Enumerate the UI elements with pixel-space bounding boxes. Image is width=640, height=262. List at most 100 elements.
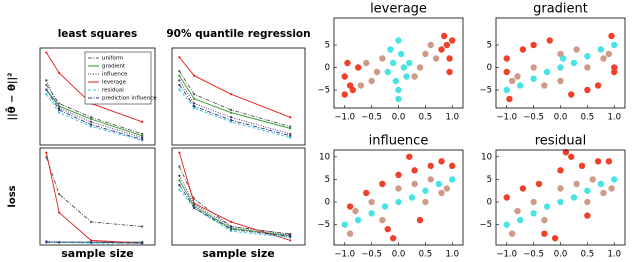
chart-title: 90% quantile regression: [166, 28, 310, 40]
data-point: [58, 108, 61, 111]
data-point: [193, 74, 196, 77]
x-tick-label: 0.5: [581, 250, 595, 260]
data-point: [90, 220, 93, 224]
data-point: [230, 108, 233, 111]
legend-label: gradient: [102, 64, 126, 70]
x-tick-label: 1.0: [607, 113, 621, 123]
scatter-point: [600, 55, 607, 62]
scatter-point: [530, 64, 537, 71]
scatter-point: [600, 189, 607, 197]
data-point: [45, 83, 48, 87]
x-tick-label: 0.5: [419, 113, 433, 123]
data-point: [58, 193, 61, 196]
scatter-point: [568, 153, 575, 160]
y-tick-label: 5: [325, 41, 330, 51]
data-point: [90, 116, 93, 119]
plot-frame: [39, 147, 156, 246]
scatter-point: [352, 207, 359, 215]
x-tick-label: 0.5: [581, 113, 595, 123]
scatter-point: [605, 50, 613, 58]
data-point: [45, 79, 48, 82]
scatter-point: [432, 55, 440, 62]
chart-title: residual: [535, 134, 587, 149]
scatter-point: [341, 73, 348, 80]
data-point: [90, 239, 93, 242]
x-tick-label: −1.0: [334, 250, 355, 260]
data-point: [90, 241, 93, 244]
scatter-point: [541, 230, 548, 237]
scatter-point: [546, 37, 553, 44]
series-line: [179, 56, 291, 118]
data-point: [141, 138, 144, 141]
scatter-point: [400, 64, 408, 71]
scatter-point: [551, 235, 559, 242]
x-tick-label: −1.0: [496, 113, 517, 123]
scatter-point: [446, 55, 453, 62]
scatter-point: [530, 198, 537, 206]
scatter-point: [411, 167, 418, 174]
data-point: [178, 69, 181, 73]
scatter-point: [416, 64, 424, 71]
plot-frame: [496, 150, 625, 245]
chart-title: leverage: [370, 2, 427, 17]
scatter-point: [503, 86, 510, 94]
scatter-point: [449, 37, 456, 44]
data-point: [193, 197, 196, 200]
scatter-point: [594, 158, 602, 165]
series-line: [179, 189, 291, 239]
data-point: [58, 241, 61, 244]
scatter-point: [557, 198, 564, 206]
scatter-point: [530, 210, 537, 217]
scatter-point: [519, 46, 527, 53]
data-point: [289, 132, 292, 136]
data-point: [178, 179, 181, 182]
scatter-point: [397, 50, 405, 58]
series-line: [45, 152, 143, 244]
scatter-point: [449, 176, 456, 183]
data-point: [45, 88, 48, 91]
x-tick-label: 1.0: [445, 113, 459, 123]
data-point: [289, 127, 292, 130]
legend-label: prediction influence: [102, 96, 157, 102]
series-line: [46, 52, 143, 123]
scatter-point: [516, 82, 524, 89]
scatter-point: [597, 46, 605, 53]
data-point: [141, 242, 144, 245]
y-tick-label: 5: [487, 175, 492, 185]
scatter-point: [608, 32, 615, 40]
scatter-point: [584, 198, 591, 206]
y-tick-label: 0: [325, 63, 330, 73]
data-point: [45, 241, 48, 244]
y-axis-label: loss: [7, 185, 18, 207]
scatter-point: [422, 50, 429, 58]
series-line: [179, 70, 291, 127]
scatter-point: [508, 77, 516, 85]
y-tick-label: 10: [481, 152, 492, 162]
scatter-point: [519, 185, 527, 192]
data-point: [289, 233, 292, 236]
scatter-point: [568, 91, 575, 98]
y-tick-label: −5: [479, 86, 492, 96]
series-line: [178, 152, 291, 241]
data-point: [58, 111, 61, 114]
series-line: [46, 89, 143, 137]
series-line: [179, 89, 291, 139]
scatter-point: [408, 194, 416, 201]
scatter-point: [384, 225, 391, 233]
data-point: [45, 51, 48, 54]
data-point: [178, 79, 181, 82]
data-point: [230, 228, 233, 231]
data-point: [230, 93, 233, 96]
scatter-point: [541, 82, 548, 89]
scatter-point: [363, 59, 370, 67]
scatter-point: [373, 68, 381, 76]
scatter-point: [395, 37, 402, 44]
scatter-point: [440, 32, 448, 40]
data-point: [90, 123, 93, 126]
x-tick-label: −1.0: [496, 250, 517, 260]
x-tick-label: 0.0: [554, 250, 568, 260]
plot-frame: [496, 18, 625, 108]
scatter-point: [584, 64, 591, 71]
data-point: [289, 125, 292, 128]
